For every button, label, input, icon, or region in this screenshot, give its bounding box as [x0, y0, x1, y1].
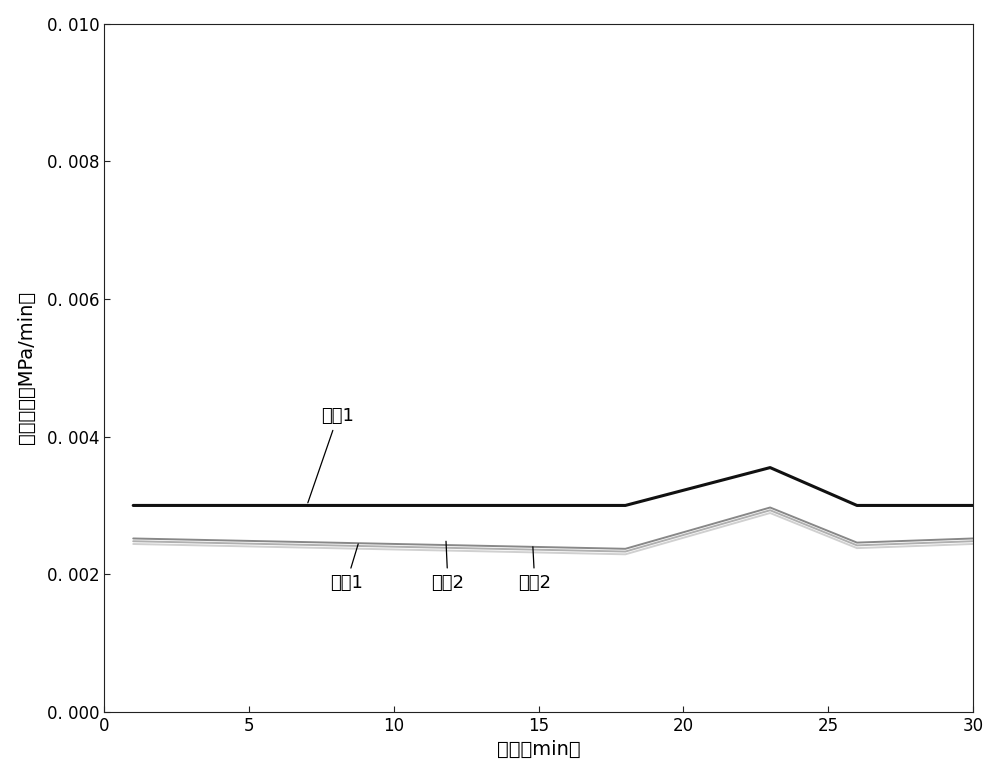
Text: 站场2: 站场2: [518, 547, 551, 591]
Text: 阀兴1: 阀兴1: [330, 544, 363, 591]
X-axis label: 时间（min）: 时间（min）: [497, 740, 580, 760]
Text: 阀兴2: 阀兴2: [431, 541, 464, 591]
Y-axis label: 压降速率（MPa/min）: 压降速率（MPa/min）: [17, 291, 36, 445]
Text: 站场1: 站场1: [308, 407, 354, 503]
